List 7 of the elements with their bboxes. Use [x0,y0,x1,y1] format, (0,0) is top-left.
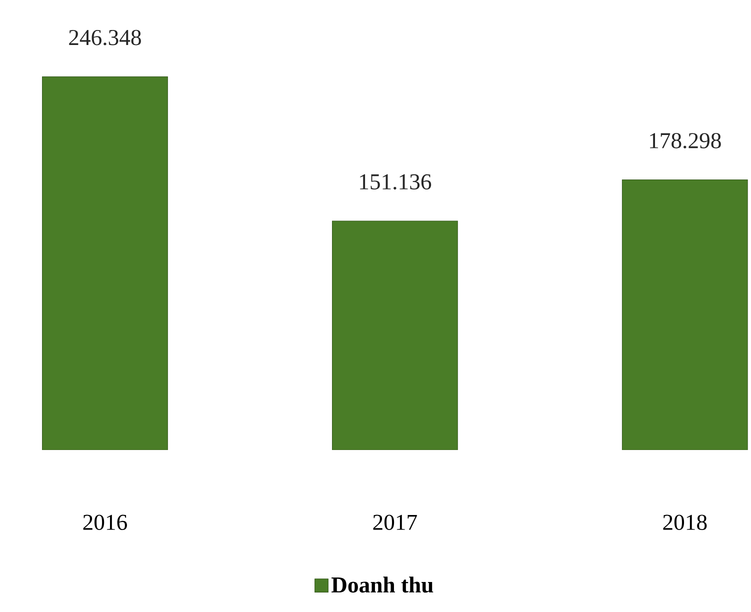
data-label: 178.298 [650,133,721,148]
x-tick-label: 2018 [663,514,707,530]
legend-label: Doanh thu [331,576,434,593]
x-tick-label: 2016 [83,514,127,530]
data-label: 151.136 [360,174,432,190]
data-label: 246.348 [69,30,141,46]
x-tick-label: 2017 [373,514,417,530]
